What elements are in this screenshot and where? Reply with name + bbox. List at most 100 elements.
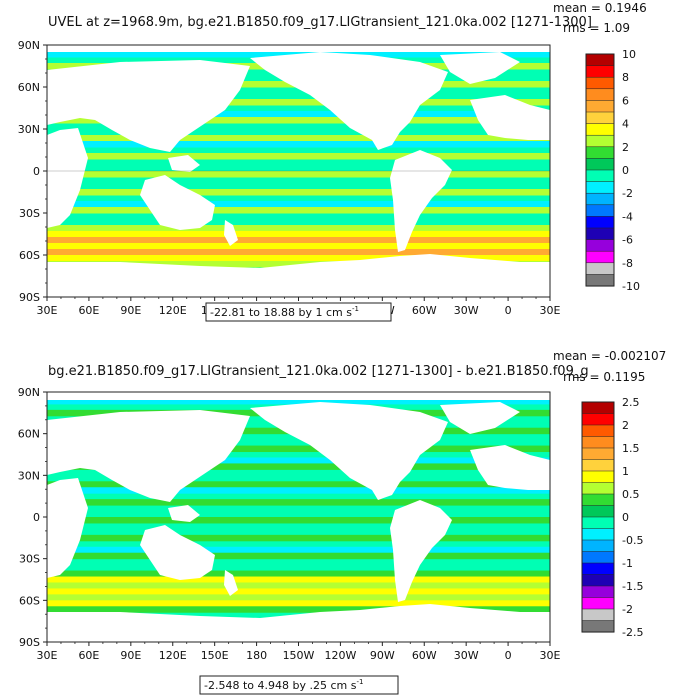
field-stripe [47,481,550,488]
field-stripe [47,576,550,583]
colorbar-frame [585,53,615,287]
range-text-wrap: -2.548 to 4.948 by .25 cm s-1 [204,678,363,692]
colorbar-label: 6 [622,94,629,107]
colorbar-label: 1 [622,465,629,478]
field-stripe [47,397,550,405]
ocean-field [47,392,550,642]
colorbar-swatch [585,53,615,67]
colorbar-swatch [581,482,615,495]
y-tick-label: 90N [18,386,40,399]
field-stripe [47,225,550,232]
colorbar-swatch [585,227,615,241]
colorbar-swatch [581,413,615,426]
x-axis: 30E 60E 90E 120E 150E 180 150W 120W 90W 60W 30W 0 30… [37,642,561,662]
field-stripe [47,117,550,124]
colorbar: 2.5 2 1.5 1 0.5 0 -0.5 -1 -1.5 -2 -2.5 [581,396,643,639]
field-stripe [47,588,550,595]
x-tick-label: 60E [78,649,99,662]
field-stripe [47,517,550,524]
range-box: -2.548 to 4.948 by .25 cm s-1 [199,675,399,695]
field-stripe [47,141,550,148]
colorbar-swatch [585,76,615,90]
colorbar-swatch [581,516,615,530]
field-stripe [47,99,550,106]
colorbar-label: 0 [622,164,629,177]
field-stripe [47,582,550,589]
field-stripe [47,606,550,613]
field-stripe [47,600,550,607]
field-stripe [47,457,550,464]
colorbar-swatch [585,65,615,78]
x-tick-label: 120E [159,649,187,662]
colorbar-swatch [581,505,615,518]
colorbar-label: 0.5 [622,488,640,501]
x-tick-label: 150W [283,649,315,662]
colorbar-label: -1 [622,557,633,570]
y-tick-label: 0 [33,165,40,178]
x-tick-label: 0 [505,304,512,317]
colorbar-swatch [581,585,615,599]
colorbar-frame [581,401,615,633]
range-text: -2.548 to 4.948 by .25 cm s [204,679,357,692]
colorbar-swatch [585,100,615,113]
range-text: -22.81 to 18.88 by 1 cm s [210,306,352,319]
colorbar-swatch [581,424,615,438]
field-stripe [47,135,550,142]
y-axis: 90N 60N 30N 0 30S 60S 90S [18,386,47,649]
y-tick-label: 30S [19,553,40,566]
x-tick-label: 30W [454,304,479,317]
y-tick-label: 90S [19,636,40,649]
field-stripe [47,171,550,178]
x-tick-label: 30E [540,649,561,662]
field-stripe [47,534,550,542]
colorbar-label: -10 [622,280,640,293]
x-tick-label: 150E [201,649,229,662]
colorbar-swatch [581,608,615,622]
field-stripe [47,207,550,214]
x-tick-label: 30E [37,304,58,317]
colorbar-swatch [585,88,615,101]
colorbar-swatch [585,111,615,125]
colorbar-label: 2 [622,419,629,432]
colorbar-swatch [581,447,615,461]
rms-label: rms = 1.09 [563,21,630,35]
colorbar-label: 4 [622,118,629,131]
colorbar-swatch [581,620,615,633]
colorbar-label: -0.5 [622,534,643,547]
x-tick-label: 30E [37,649,58,662]
field-stripe [47,552,550,560]
field-stripe [47,594,550,601]
field-stripe [47,463,550,470]
colorbar-label: -1.5 [622,580,643,593]
mean-label: mean = -0.002107 [553,349,666,363]
x-tick-label: 60E [78,304,99,317]
colorbar-swatch [581,597,615,610]
colorbar-swatch [581,470,615,484]
field-stripe [47,201,550,208]
colorbar-swatch [585,146,615,159]
x-tick-label: 90E [120,649,141,662]
colorbar-label: -6 [622,234,633,247]
colorbar-label: 10 [622,48,636,61]
y-tick-label: 60N [18,81,40,94]
field-stripe [47,189,550,196]
colorbar-label: 1.5 [622,442,640,455]
y-axis: 90N 60N 30N 0 30S 60S 90S [18,39,47,304]
y-tick-label: 30N [18,469,40,482]
field-stripe [47,546,550,554]
x-tick-label: 90W [370,649,395,662]
colorbar-label: 2.5 [622,396,640,409]
y-tick-label: 60S [19,594,40,607]
colorbar-swatch [585,274,615,287]
colorbar-label: -2 [622,603,633,616]
colorbar-swatch [585,250,615,264]
y-tick-label: 0 [33,511,40,524]
colorbar-label: -2.5 [622,626,643,639]
colorbar-swatch [585,169,615,183]
x-tick-label: 0 [505,649,512,662]
colorbar-label: 0 [622,511,629,524]
colorbar-swatch [585,134,615,148]
colorbar-swatch [581,574,615,587]
colorbar-swatch [581,539,615,553]
